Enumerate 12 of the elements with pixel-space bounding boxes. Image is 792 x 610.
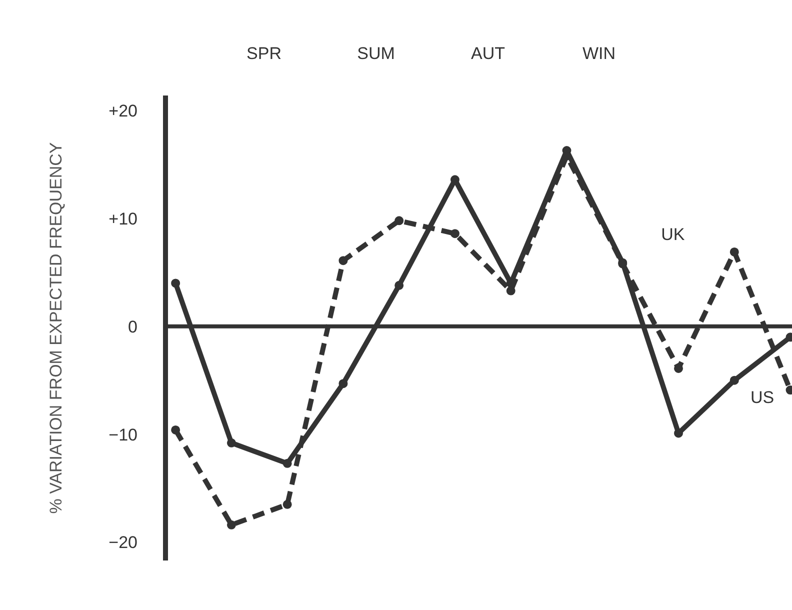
text: UK (661, 225, 686, 244)
text: SPR (246, 43, 282, 65)
y-tick-label: 0 (128, 317, 138, 336)
text: AUT (471, 43, 505, 65)
y-tick-label: −10 (108, 425, 138, 444)
y-tick-label: +10 (108, 209, 138, 228)
text: SUM (357, 43, 395, 65)
y-axis-title: % VARIATION FROM EXPECTED FREQUENCY (46, 142, 66, 514)
series-label: US (750, 388, 774, 408)
y-tick-label: +20 (108, 102, 138, 121)
y-tick-label: −20 (108, 533, 138, 552)
text: WIN (582, 43, 616, 65)
